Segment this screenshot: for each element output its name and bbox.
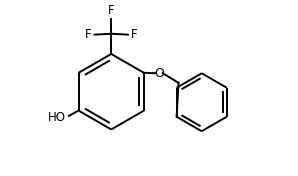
Text: F: F [108,4,114,17]
Text: F: F [85,28,92,41]
Text: F: F [131,28,137,41]
Text: O: O [154,67,164,80]
Text: HO: HO [48,111,66,124]
